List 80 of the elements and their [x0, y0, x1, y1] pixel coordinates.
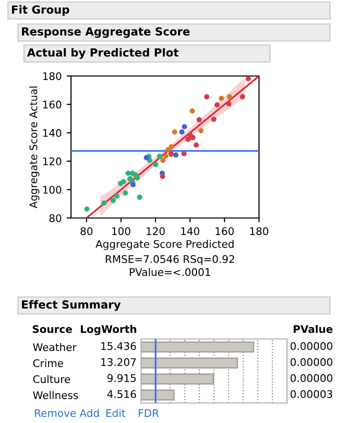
point [211, 116, 216, 122]
point [160, 174, 166, 179]
point [190, 135, 196, 140]
text: PValue=<.0001 [130, 268, 210, 276]
x-tick-label: 180 [250, 227, 268, 236]
point [157, 154, 162, 159]
text: Fit Group [12, 5, 70, 16]
text: LogWorth [80, 324, 136, 336]
chart-subtitle: Response Aggregate Score [22, 27, 190, 38]
y-tick-label: 180 [43, 72, 62, 80]
data-label: 13.207 [101, 358, 136, 366]
y-axis-title: Aggregate Score Actual [29, 86, 40, 208]
point [218, 96, 224, 101]
bar [141, 341, 254, 353]
point [179, 129, 184, 135]
x-tick-label: 140 [181, 227, 200, 236]
point [172, 129, 178, 135]
point [163, 153, 168, 159]
data-label: 4.516 [107, 390, 136, 398]
text: 0.00000 [290, 342, 332, 350]
point [181, 151, 187, 156]
point [226, 94, 232, 100]
y-tick-label: 80 [49, 214, 62, 222]
x-tick-label: 80 [80, 227, 92, 236]
point [185, 136, 191, 142]
point [173, 152, 178, 158]
y-tick-label: 140 [43, 129, 62, 137]
text: 0.00000 [290, 374, 332, 382]
y-tick-label: Wellness [33, 391, 78, 400]
data-label: 9.915 [107, 374, 136, 382]
text: PValue [294, 324, 332, 334]
point [110, 198, 116, 203]
point [246, 76, 251, 82]
bar [141, 389, 175, 401]
point [153, 162, 158, 168]
point [120, 179, 126, 184]
point [102, 200, 107, 206]
point [198, 128, 204, 134]
text: Remove [35, 409, 76, 418]
point [160, 158, 166, 163]
point [194, 142, 199, 148]
y-tick-label: 120 [43, 157, 62, 166]
point [240, 94, 246, 100]
y-tick-label: Culture [33, 375, 70, 384]
x-axis-title: Aggregate Score Predicted [96, 240, 234, 250]
chart-title: Effect Summary [22, 300, 121, 311]
x-tick-label: 120 [146, 227, 165, 236]
bar [141, 373, 214, 385]
text: 0.00000 [290, 358, 332, 366]
data-label: 15.436 [101, 342, 136, 350]
y-tick-label: 160 [43, 100, 62, 109]
text: Source [32, 325, 72, 334]
point [137, 194, 142, 200]
point [114, 193, 120, 199]
y-tick-label: Crime [33, 359, 64, 368]
text: FDR [138, 409, 159, 417]
point [204, 94, 210, 100]
point [226, 101, 232, 106]
text: RMSE=7.0546 RSq=0.92 [106, 255, 234, 266]
point [165, 147, 171, 152]
y-tick-label: 100 [43, 186, 62, 194]
x-tick-label: 100 [112, 227, 130, 236]
point [134, 175, 140, 180]
chart-title: Actual by Predicted Plot [27, 48, 178, 59]
point [182, 124, 188, 130]
x-tick-label: 160 [216, 227, 234, 236]
bar [141, 357, 238, 369]
point [214, 102, 220, 108]
point [144, 155, 149, 160]
point [125, 170, 131, 176]
point [84, 206, 90, 212]
text: Edit [106, 408, 126, 418]
text: Add [80, 408, 99, 418]
point [196, 117, 202, 122]
text: 0.00003 [290, 390, 332, 398]
point [190, 108, 195, 114]
point [168, 144, 174, 150]
y-tick-label: Weather [33, 343, 77, 352]
point [122, 190, 128, 196]
point [130, 182, 136, 188]
